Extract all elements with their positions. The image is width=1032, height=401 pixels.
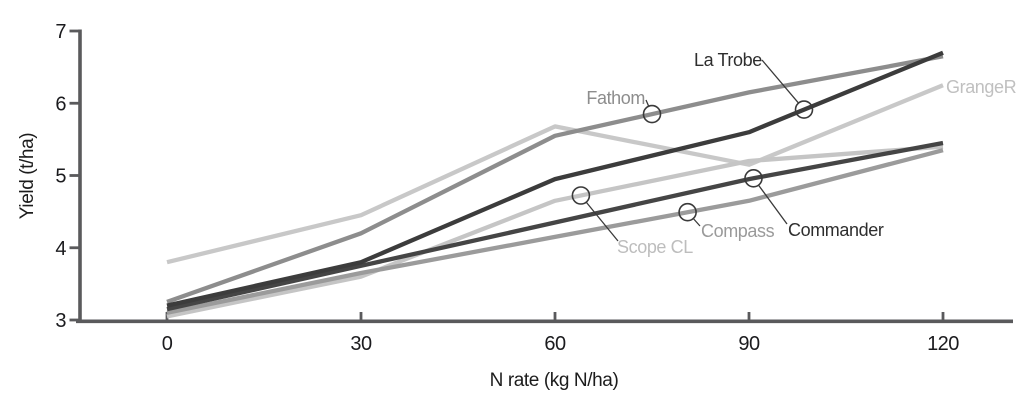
series-line-fathom — [166, 54, 944, 304]
leader-line-commander — [757, 184, 788, 225]
x-tick-label: 120 — [927, 333, 959, 355]
x-tick-label: 0 — [162, 333, 173, 355]
x-tick-label: 60 — [544, 333, 566, 355]
series-label-commander: Commander — [788, 220, 884, 240]
series-label-la-trobe: La Trobe — [694, 50, 762, 70]
x-tick-label: 30 — [350, 333, 372, 355]
series-line-granger — [166, 83, 944, 265]
y-tick-label: 3 — [55, 310, 66, 332]
marker-circle-fathom — [642, 104, 662, 124]
series-label-fathom: Fathom — [586, 88, 645, 108]
series-label-granger: GrangeR — [946, 77, 1017, 97]
y-tick-label: 5 — [55, 166, 66, 188]
series-line-compass — [166, 148, 944, 315]
leader-line-compass — [692, 218, 701, 227]
x-tick-label: 90 — [738, 333, 760, 355]
series-label-compass: Compass — [701, 221, 775, 241]
marker-circle-scope-cl — [571, 186, 591, 205]
marker-circle-compass — [678, 202, 697, 222]
series-line-scope-cl — [166, 144, 944, 319]
marker-circle-commander — [744, 169, 763, 188]
leader-line-scope-cl — [585, 201, 619, 242]
y-tick-label: 7 — [55, 21, 66, 43]
series-line-la-trobe — [166, 50, 944, 308]
y-tick-label: 6 — [55, 93, 66, 115]
y-tick-label: 4 — [55, 238, 66, 260]
series-line-commander — [166, 140, 944, 312]
y-axis-title: Yield (t/ha) — [17, 132, 38, 220]
x-axis-title: N rate (kg N/ha) — [489, 370, 619, 391]
series-label-scope-cl: Scope CL — [617, 237, 693, 257]
leader-line-fathom — [645, 99, 650, 107]
leader-line-la-trobe — [761, 59, 799, 104]
marker-circle-la-trobe — [794, 100, 814, 119]
